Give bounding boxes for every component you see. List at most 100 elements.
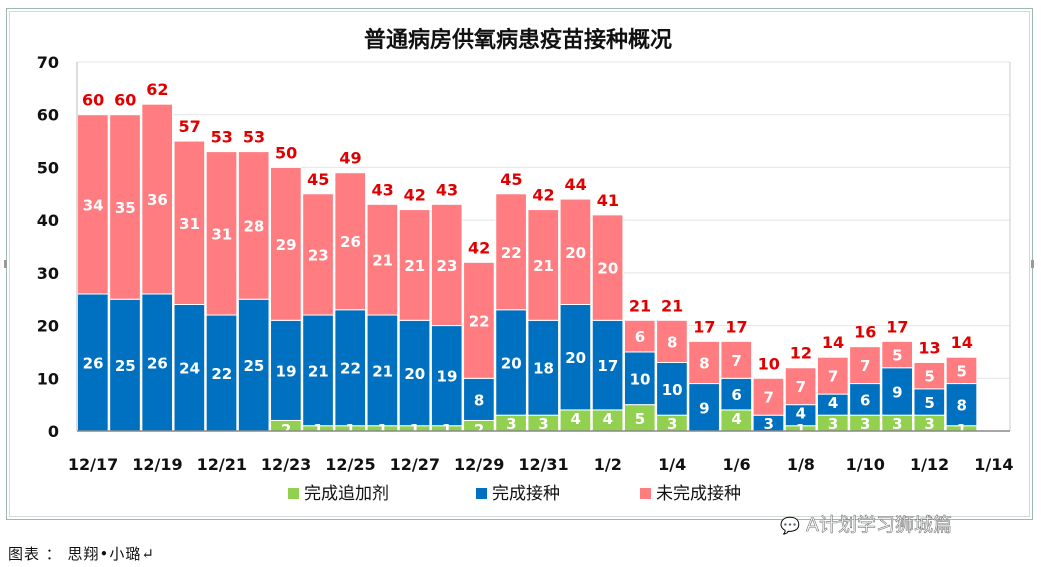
x-tick-label: 1/6	[722, 455, 750, 474]
bar-segment-3	[591, 214, 624, 321]
bar-segment-3	[430, 203, 463, 327]
total-label: 13	[918, 338, 940, 357]
data-label: 35	[115, 199, 136, 217]
total-label: 17	[725, 317, 747, 336]
data-label: 19	[437, 368, 458, 386]
data-label: 5	[924, 394, 934, 412]
y-tick-label: 0	[48, 422, 59, 441]
resize-handle-left[interactable]	[4, 260, 7, 268]
total-label: 14	[822, 333, 844, 352]
y-tick-label: 10	[37, 369, 59, 388]
data-label: 1	[442, 421, 452, 439]
wechat-icon: 💬	[780, 516, 801, 536]
bar-segment-2	[559, 303, 592, 411]
bar-segment-3	[334, 172, 367, 311]
data-label: 5	[892, 347, 902, 365]
data-label: 8	[474, 391, 484, 409]
watermark: 💬 A计划学习狮城篇	[780, 510, 953, 537]
data-label: 24	[179, 360, 200, 378]
data-label: 4	[828, 394, 838, 412]
data-label: 7	[731, 352, 741, 370]
bar-segment-3	[752, 377, 785, 416]
data-label: 3	[892, 415, 902, 433]
data-label: 9	[892, 383, 902, 401]
data-label: 10	[662, 381, 683, 399]
data-label: 21	[404, 257, 425, 275]
bar-segment-3	[656, 319, 688, 363]
bar-segment-3	[623, 319, 656, 353]
data-label: 9	[699, 399, 709, 417]
data-label: 8	[699, 354, 709, 372]
total-label: 53	[211, 128, 233, 147]
bar-segment-3	[398, 209, 431, 321]
total-label: 53	[243, 128, 265, 147]
total-label: 45	[500, 170, 522, 189]
total-label: 60	[114, 91, 136, 110]
data-label: 36	[147, 191, 168, 209]
bar-segment-2	[656, 361, 688, 416]
bar-segment-2	[302, 314, 334, 427]
data-label: 25	[115, 357, 136, 375]
x-tick-label: 1/8	[787, 455, 815, 474]
data-label: 7	[860, 357, 870, 375]
data-label: 5	[924, 368, 934, 386]
data-label: 3	[667, 415, 677, 433]
total-label: 21	[629, 296, 651, 315]
bar-segment-3	[881, 340, 913, 369]
data-label: 25	[244, 357, 265, 375]
bar-segment-3	[527, 209, 560, 321]
total-label: 41	[597, 191, 619, 210]
legend-swatch	[288, 488, 299, 499]
data-label: 2	[281, 421, 291, 439]
data-label: 31	[211, 225, 232, 243]
total-label: 45	[307, 170, 329, 189]
data-label: 28	[244, 217, 265, 235]
data-label: 4	[570, 410, 580, 428]
bar-segment-2	[913, 388, 946, 416]
bar-segment-3	[302, 193, 334, 316]
bar-segment-3	[495, 193, 527, 311]
resize-handle-right[interactable]	[1031, 260, 1034, 268]
data-label: 21	[533, 257, 554, 275]
bar-segment-3	[109, 114, 141, 300]
data-label: 26	[83, 354, 104, 372]
x-tick-label: 12/27	[390, 455, 440, 474]
bar-segment-2	[527, 319, 560, 416]
total-label: 60	[82, 91, 104, 110]
data-label: 4	[603, 410, 613, 428]
total-label: 49	[339, 149, 361, 168]
data-label: 3	[763, 415, 773, 433]
data-label: 1	[377, 421, 387, 439]
data-label: 21	[372, 362, 393, 380]
data-label: 18	[533, 360, 554, 378]
data-label: 7	[763, 389, 773, 407]
bar-segment-2	[881, 367, 913, 416]
bar-segment-3	[237, 151, 270, 300]
data-label: 22	[469, 312, 490, 330]
data-label: 7	[796, 378, 806, 396]
x-tick-label: 1/2	[594, 455, 622, 474]
bar-segment-3	[688, 340, 720, 385]
data-label: 22	[501, 244, 522, 262]
bar-segment-2	[205, 314, 238, 432]
data-label: 21	[308, 362, 329, 380]
legend-label: 完成追加剂	[304, 484, 389, 504]
data-label: 29	[276, 236, 297, 254]
bar-segment-2	[688, 383, 720, 432]
legend-label: 完成接种	[492, 484, 560, 504]
bar-segment-3	[913, 361, 946, 390]
data-label: 4	[796, 405, 806, 423]
data-label: 6	[731, 386, 741, 404]
data-label: 6	[635, 328, 645, 346]
y-tick-label: 60	[37, 106, 59, 125]
bar-segment-3	[173, 140, 206, 305]
data-label: 20	[565, 244, 586, 262]
x-tick-label: 12/29	[454, 455, 504, 474]
data-label: 26	[340, 233, 361, 251]
total-label: 17	[693, 317, 715, 336]
bar-segment-2	[720, 377, 753, 411]
total-label: 62	[146, 80, 168, 99]
x-tick-label: 12/25	[325, 455, 375, 474]
chart-inner-frame	[9, 11, 1030, 517]
data-label: 20	[404, 365, 425, 383]
